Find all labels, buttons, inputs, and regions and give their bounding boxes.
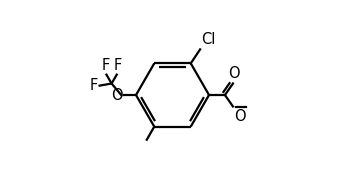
Text: O: O — [111, 88, 122, 102]
Text: Cl: Cl — [201, 32, 215, 47]
Text: F: F — [102, 58, 110, 73]
Text: O: O — [228, 66, 240, 81]
Text: F: F — [113, 58, 122, 73]
Text: O: O — [234, 109, 246, 124]
Text: F: F — [90, 78, 98, 93]
